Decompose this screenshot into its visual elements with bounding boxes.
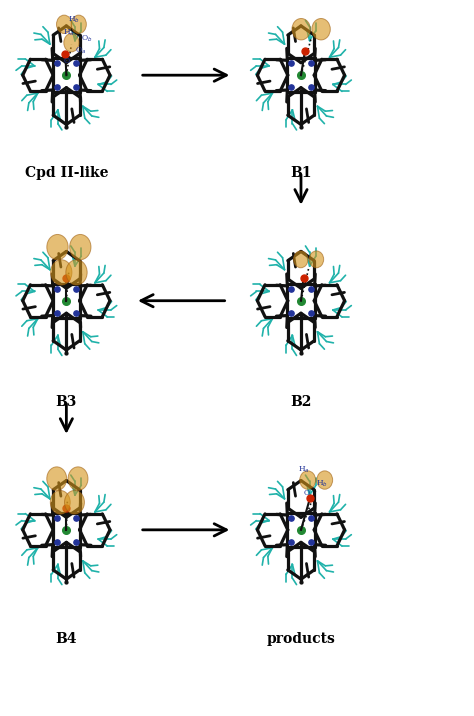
Ellipse shape <box>71 15 86 34</box>
Text: O: O <box>304 489 310 497</box>
Ellipse shape <box>64 34 79 52</box>
Text: B4: B4 <box>55 632 77 646</box>
Text: B2: B2 <box>290 395 312 410</box>
Text: H$_b$: H$_b$ <box>316 478 328 489</box>
Ellipse shape <box>317 471 333 489</box>
Ellipse shape <box>47 234 68 260</box>
Text: H$_b$: H$_b$ <box>68 15 80 25</box>
Ellipse shape <box>66 260 87 285</box>
Ellipse shape <box>64 490 84 514</box>
Text: B1: B1 <box>290 166 312 180</box>
Ellipse shape <box>312 19 330 40</box>
Ellipse shape <box>51 260 72 285</box>
Text: H$_a$: H$_a$ <box>63 28 75 39</box>
Ellipse shape <box>47 467 67 490</box>
Ellipse shape <box>70 234 91 260</box>
Text: Cpd II-like: Cpd II-like <box>25 166 108 180</box>
Text: products: products <box>266 632 336 646</box>
Ellipse shape <box>56 15 72 34</box>
Ellipse shape <box>50 490 70 514</box>
Text: O$_b$: O$_b$ <box>81 33 92 44</box>
Ellipse shape <box>68 467 88 490</box>
Text: O: O <box>64 57 69 65</box>
Ellipse shape <box>300 471 316 489</box>
Ellipse shape <box>293 251 308 268</box>
Ellipse shape <box>309 251 324 268</box>
Ellipse shape <box>292 19 310 40</box>
Text: O$_a$: O$_a$ <box>75 45 87 56</box>
Text: H$_a$: H$_a$ <box>298 464 310 475</box>
Text: B3: B3 <box>55 395 77 410</box>
